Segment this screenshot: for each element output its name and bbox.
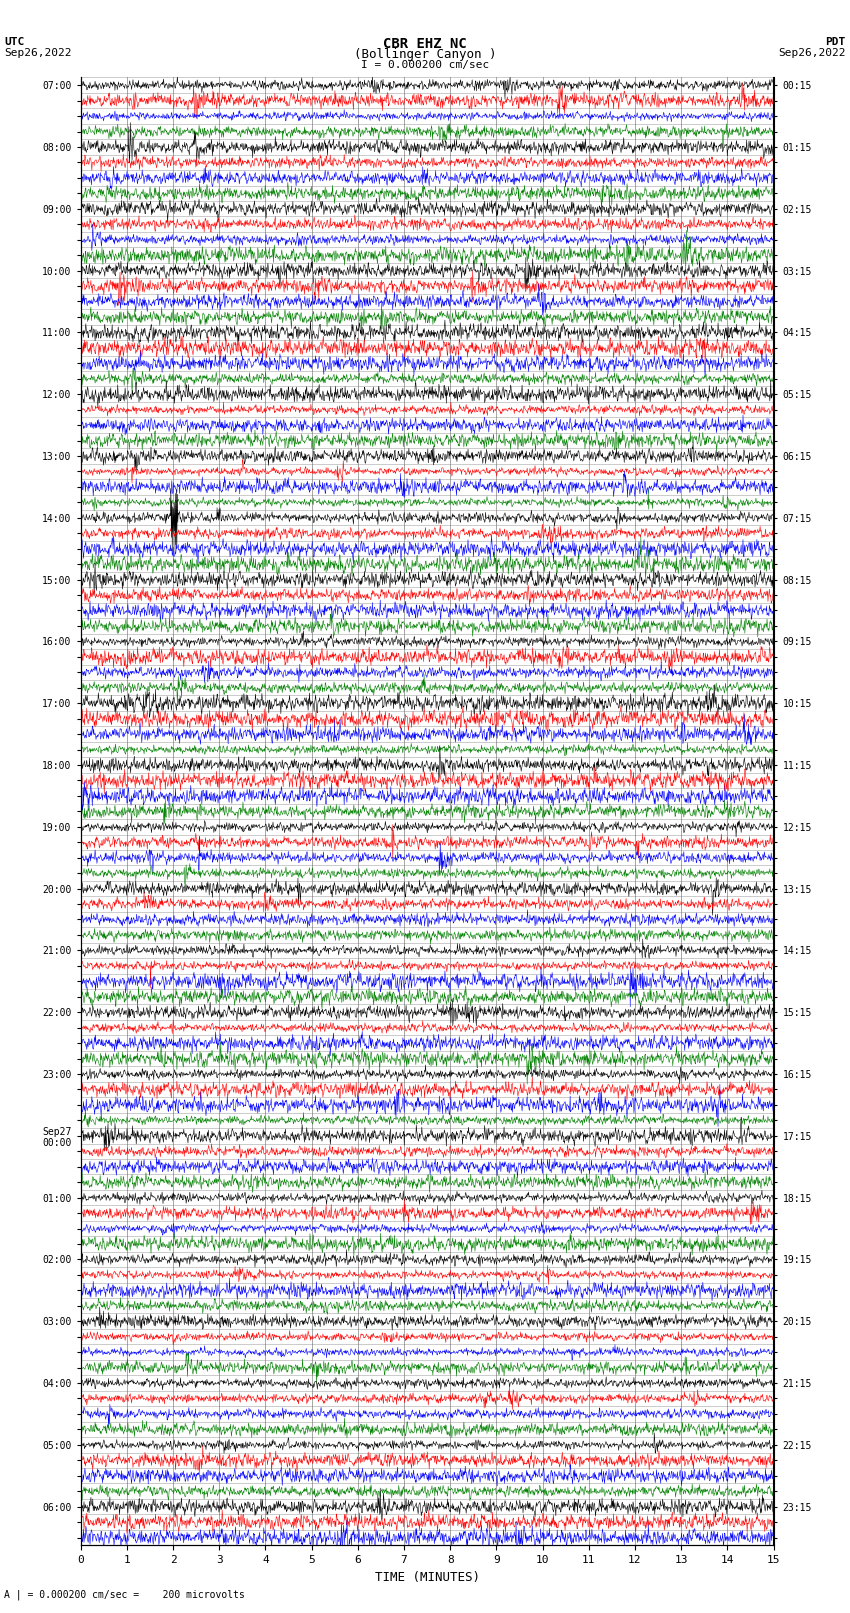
Text: Sep26,2022: Sep26,2022	[779, 48, 846, 58]
Text: I = 0.000200 cm/sec: I = 0.000200 cm/sec	[361, 60, 489, 69]
Text: PDT: PDT	[825, 37, 846, 47]
Text: A | = 0.000200 cm/sec =    200 microvolts: A | = 0.000200 cm/sec = 200 microvolts	[4, 1589, 245, 1600]
X-axis label: TIME (MINUTES): TIME (MINUTES)	[375, 1571, 479, 1584]
Text: CBR EHZ NC: CBR EHZ NC	[383, 37, 467, 52]
Text: Sep26,2022: Sep26,2022	[4, 48, 71, 58]
Text: (Bollinger Canyon ): (Bollinger Canyon )	[354, 48, 496, 61]
Text: UTC: UTC	[4, 37, 25, 47]
